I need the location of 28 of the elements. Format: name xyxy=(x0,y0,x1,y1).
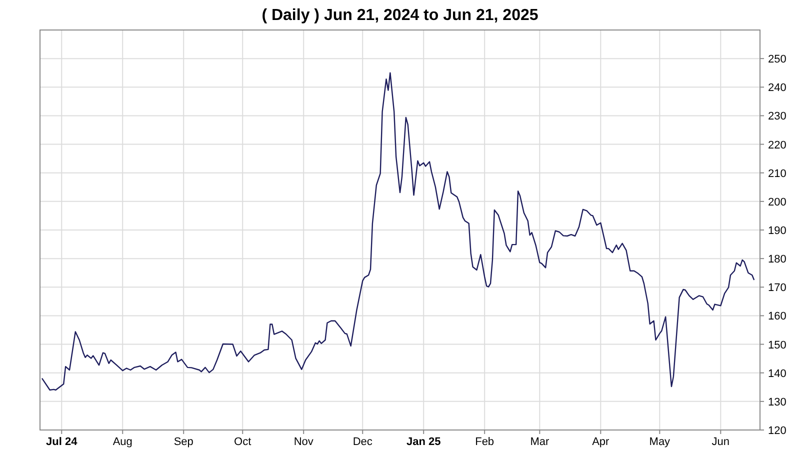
x-tick-label: May xyxy=(649,436,671,448)
y-tick-label: 200 xyxy=(768,196,786,208)
y-tick-label: 150 xyxy=(768,339,786,352)
y-tick-label: 140 xyxy=(768,368,786,380)
chart-title: ( Daily ) Jun 21, 2024 to Jun 21, 2025 xyxy=(262,7,538,24)
x-tick-label: Apr xyxy=(592,436,610,448)
x-tick-label: Aug xyxy=(112,436,132,448)
y-tick-label: 120 xyxy=(768,425,786,437)
x-tick-label: Dec xyxy=(352,436,373,448)
y-tick-label: 160 xyxy=(768,310,786,323)
y-tick-label: 230 xyxy=(768,110,786,123)
y-tick-label: 210 xyxy=(768,168,786,180)
y-tick-label: 240 xyxy=(768,82,786,94)
x-tick-label: Jan 25 xyxy=(406,436,441,448)
y-tick-label: 130 xyxy=(768,396,786,408)
x-tick-label: Oct xyxy=(234,436,252,448)
x-tick-label: Feb xyxy=(475,436,494,448)
x-tick-label: Nov xyxy=(294,436,314,448)
x-tick-label: Jun xyxy=(712,436,730,448)
y-tick-label: 180 xyxy=(768,254,786,266)
line-series xyxy=(41,72,755,391)
y-tick-label: 220 xyxy=(768,139,786,152)
y-tick-label: 170 xyxy=(768,282,786,294)
y-tick-label: 250 xyxy=(768,54,786,66)
x-tick-label: Mar xyxy=(530,436,550,448)
x-tick-label: Sep xyxy=(174,436,194,448)
x-tick-label: Jul 24 xyxy=(46,436,78,448)
y-tick-label: 190 xyxy=(768,225,786,237)
